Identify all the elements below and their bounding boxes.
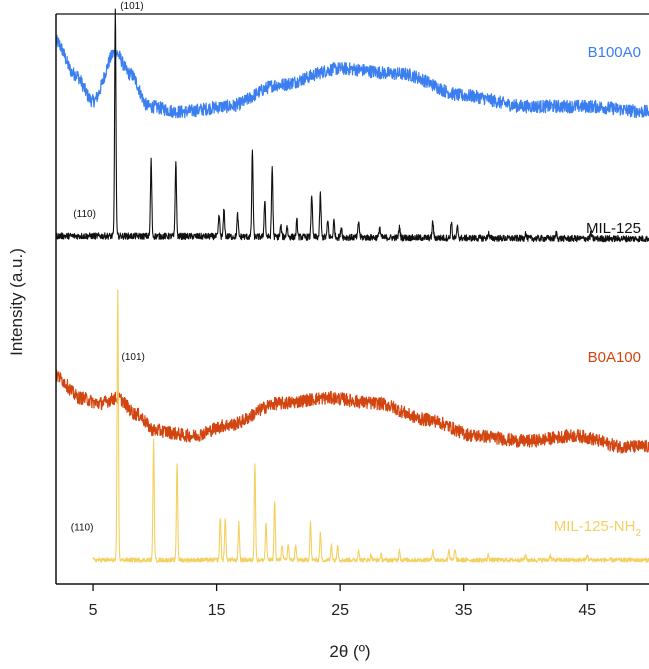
series-line-mil-125 — [55, 8, 649, 243]
peak-annotation-101-mil-125: (101) — [120, 1, 143, 12]
annotation-layer: (101) (110) (101) (110) — [71, 1, 145, 533]
series-label-mil-125-nh2-main: MIL-125-NH — [554, 518, 636, 535]
series-line-b100a0 — [55, 34, 649, 119]
x-axis-title: 2θ (º) — [329, 642, 370, 661]
x-tick-label-35: 35 — [455, 602, 473, 619]
peak-annotation-101-mil-125-nh2: (101) — [122, 352, 145, 363]
series-label-b0a100: B0A100 — [588, 349, 641, 366]
peak-annotation-110-mil-125: (110) — [73, 209, 96, 220]
series-line-mil-125-nh2 — [92, 289, 649, 563]
x-tick-label-5: 5 — [89, 602, 98, 619]
series-label-mil-125-nh2: MIL-125-NH2 — [554, 518, 642, 539]
series-line-b0a100 — [55, 369, 649, 454]
series-layer — [55, 8, 649, 563]
x-tick-label-45: 45 — [578, 602, 596, 619]
peak-annotation-110-mil-125-nh2: (110) — [71, 522, 94, 533]
series-label-mil-125-nh2-subscript: 2 — [635, 528, 641, 539]
x-tick-label-15: 15 — [208, 602, 226, 619]
y-axis-title: Intensity (a.u.) — [7, 248, 26, 356]
x-ticks: 5 15 25 35 45 — [89, 584, 596, 619]
x-tick-label-25: 25 — [331, 602, 349, 619]
series-label-mil-125: MIL-125 — [586, 220, 641, 237]
series-label-b100a0: B100A0 — [588, 44, 641, 61]
